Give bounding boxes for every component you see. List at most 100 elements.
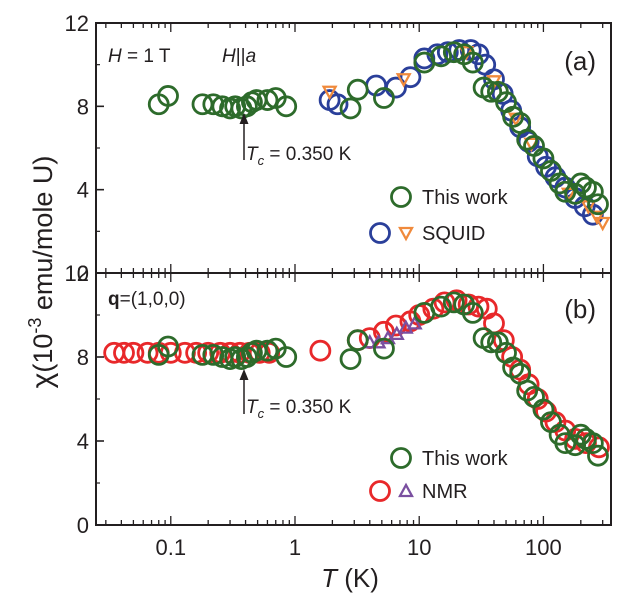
panel-a-h-var: H	[108, 46, 122, 67]
x-tick-label: 100	[525, 535, 562, 560]
legend-label: This work	[422, 187, 509, 209]
data-point	[157, 85, 179, 107]
panel-a-field-annotation: H = 1 T	[108, 46, 171, 67]
data-point	[395, 73, 412, 88]
data-point	[373, 87, 395, 109]
panel-b-ticks: 0 4 8 12 0.1 1 10 100	[65, 261, 604, 560]
panel-b-q-var: q	[108, 289, 120, 310]
panel-a-tc-sub: c	[258, 153, 265, 168]
legend-entry: This work	[390, 186, 509, 209]
data-point	[587, 444, 609, 467]
panel-b-data-marks	[103, 289, 610, 467]
x-axis-label-var: T	[321, 563, 339, 593]
data-point	[406, 314, 423, 330]
data-point	[461, 51, 484, 74]
data-point	[339, 348, 362, 371]
legend-marker	[390, 186, 412, 208]
legend-marker	[390, 447, 412, 469]
y-tick-label: 12	[65, 261, 89, 286]
panel-a-tc-marker: Tc = 0.350 K	[239, 113, 352, 168]
panel-b-q-value: =(1,0,0)	[120, 289, 186, 310]
legend-label: NMR	[422, 481, 468, 503]
panel-b-tc-value: = 0.350 K	[264, 397, 351, 418]
panel-a-data-marks	[147, 39, 611, 232]
legend-marker	[398, 482, 414, 498]
series-this-work	[147, 291, 609, 467]
data-point	[321, 85, 338, 101]
panel-a-tc-label: Tc = 0.350 K	[246, 144, 352, 168]
panel-a-tc-value: = 0.350 K	[264, 144, 351, 165]
y-tick-label: 0	[77, 513, 89, 538]
data-point	[122, 341, 145, 364]
y-tick-label: 4	[77, 429, 89, 454]
y-axis-label-exponent: -3	[25, 318, 45, 334]
panel-a-h-value: = 1 T	[122, 46, 171, 67]
y-axis-label-open: (10	[28, 334, 58, 373]
x-tick-label: 1	[289, 535, 301, 560]
data-point	[502, 356, 524, 379]
data-point	[516, 379, 539, 402]
panel-b-label: (b)	[564, 294, 596, 324]
panel-a-direction-annotation: H||a	[222, 46, 256, 67]
panel-a-dir-axis: a	[246, 46, 257, 67]
x-axis-label: T (K)	[321, 563, 379, 593]
y-axis-label-rest: emu/mole U)	[28, 156, 58, 318]
data-point	[275, 95, 298, 118]
data-point	[442, 41, 465, 64]
panel-b-tc-var: T	[246, 397, 259, 418]
data-point	[256, 339, 279, 362]
data-point	[461, 301, 484, 324]
data-point	[346, 78, 369, 101]
legend-marker	[369, 222, 391, 244]
data-point	[346, 329, 369, 352]
data-point	[480, 331, 503, 354]
legend-marker	[369, 480, 391, 502]
panel-b-tc-sub: c	[258, 406, 265, 421]
x-tick-label: 10	[407, 535, 431, 560]
y-tick-label: 4	[77, 178, 89, 203]
series-this-work	[147, 41, 609, 216]
legend-label: SQUID	[422, 223, 485, 245]
data-point	[587, 193, 609, 216]
x-axis-label-unit: (K)	[337, 563, 379, 593]
data-point	[136, 341, 159, 364]
data-point	[113, 341, 135, 364]
panel-a-tc-var: T	[246, 144, 259, 165]
legend-entry: NMR	[369, 480, 468, 503]
series-nmr-triangle	[361, 314, 423, 349]
data-point	[430, 45, 452, 68]
data-point	[594, 216, 611, 232]
y-axis-label-chi: χ	[26, 372, 59, 388]
data-point	[581, 180, 604, 203]
legend-entry: SQUID	[369, 222, 485, 245]
data-point	[309, 339, 332, 362]
y-axis-label: χ(10-3 emu/mole U)	[25, 156, 59, 389]
y-tick-label: 8	[77, 345, 89, 370]
data-point	[442, 291, 465, 314]
y-tick-label: 8	[77, 94, 89, 119]
data-point	[516, 128, 539, 151]
y-tick-label: 0	[77, 261, 89, 286]
legend-marker	[398, 226, 414, 242]
legend-entry: This work	[390, 447, 509, 470]
data-point	[275, 346, 298, 368]
data-point	[326, 93, 349, 116]
panel-a-label: (a)	[564, 46, 596, 76]
data-point	[399, 66, 422, 89]
panel-a-dir-var: H	[222, 46, 236, 67]
data-point	[581, 432, 604, 455]
data-point	[502, 105, 524, 128]
panel-a-tc-arrowhead	[239, 113, 249, 124]
data-point	[373, 337, 395, 360]
data-point	[385, 314, 407, 337]
x-tick-label: 0.1	[155, 535, 186, 560]
series-nmr-circle	[103, 289, 610, 459]
legend-label: This work	[422, 448, 509, 470]
data-point	[480, 80, 503, 103]
data-point	[467, 295, 490, 318]
panel-a-legend: This work SQUID	[369, 186, 509, 245]
panel-b-tc-marker: Tc = 0.350 K	[239, 369, 352, 421]
panel-a-dir-sep: ||	[236, 46, 246, 67]
